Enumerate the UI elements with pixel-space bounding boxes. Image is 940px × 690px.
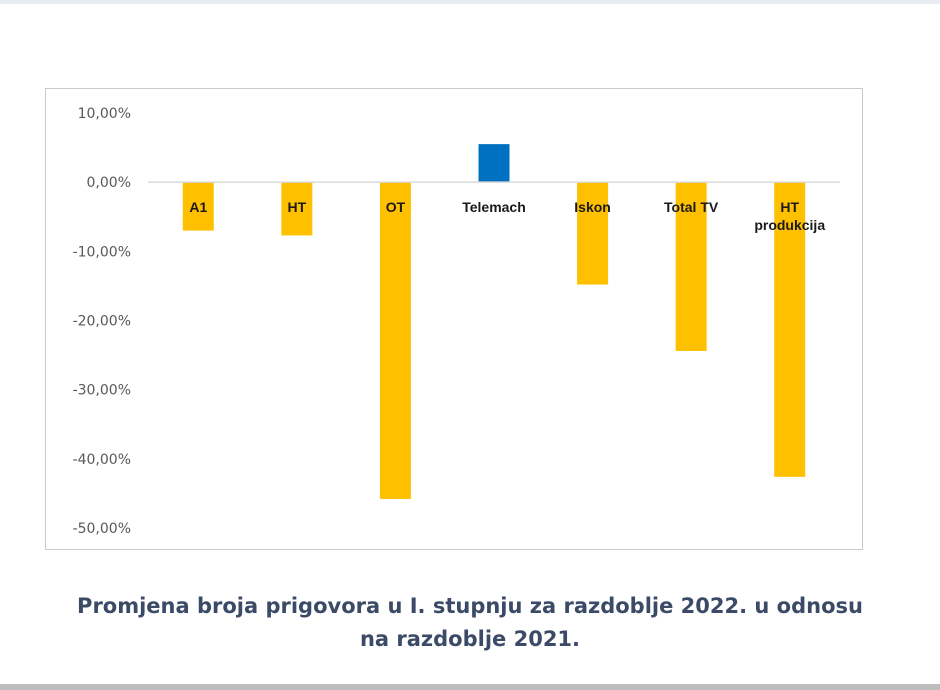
category-label: Total TV [664, 199, 719, 215]
chart-frame [45, 88, 863, 550]
y-tick-label: 10,00% [78, 106, 131, 122]
bar-ht-produkcija [774, 182, 806, 477]
bottom-bar [0, 684, 940, 690]
bar-ht [281, 182, 313, 236]
bar-ot [379, 182, 411, 499]
top-edge [0, 0, 940, 4]
category-label: Telemach [462, 199, 526, 215]
y-tick-label: -40,00% [73, 452, 131, 468]
y-tick-label: -20,00% [73, 314, 131, 330]
bar-a1 [182, 182, 214, 231]
category-label: Iskon [574, 199, 611, 215]
caption-line-2: na razdoblje 2021. [359, 627, 581, 651]
caption-line-1: Promjena broja prigovora u I. stupnju za… [77, 594, 863, 618]
category-label: HT [780, 199, 799, 215]
y-tick-label: -50,00% [73, 521, 131, 537]
y-tick-label: -10,00% [73, 244, 131, 260]
y-tick-label: 0,00% [87, 175, 131, 191]
category-label: A1 [189, 199, 207, 215]
bar-telemach [478, 144, 510, 183]
bar-total-tv [675, 182, 707, 351]
bar-iskon [577, 182, 609, 285]
category-label: produkcija [754, 217, 825, 233]
category-label: OT [386, 199, 406, 215]
category-label: HT [288, 199, 307, 215]
chart-caption: Promjena broja prigovora u I. stupnju za… [20, 590, 920, 656]
y-tick-label: -30,00% [73, 383, 131, 399]
